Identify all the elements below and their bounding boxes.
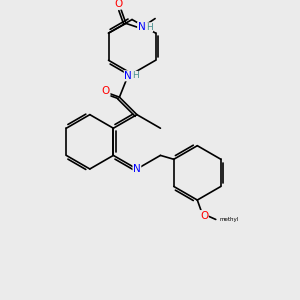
Text: N: N xyxy=(133,164,141,174)
Text: H: H xyxy=(146,23,153,32)
Text: O: O xyxy=(200,211,208,220)
Text: O: O xyxy=(102,86,110,96)
Text: N: N xyxy=(138,22,146,32)
Text: O: O xyxy=(114,0,122,9)
Text: methyl: methyl xyxy=(220,217,239,222)
Text: N: N xyxy=(124,71,132,81)
Text: H: H xyxy=(133,71,139,80)
